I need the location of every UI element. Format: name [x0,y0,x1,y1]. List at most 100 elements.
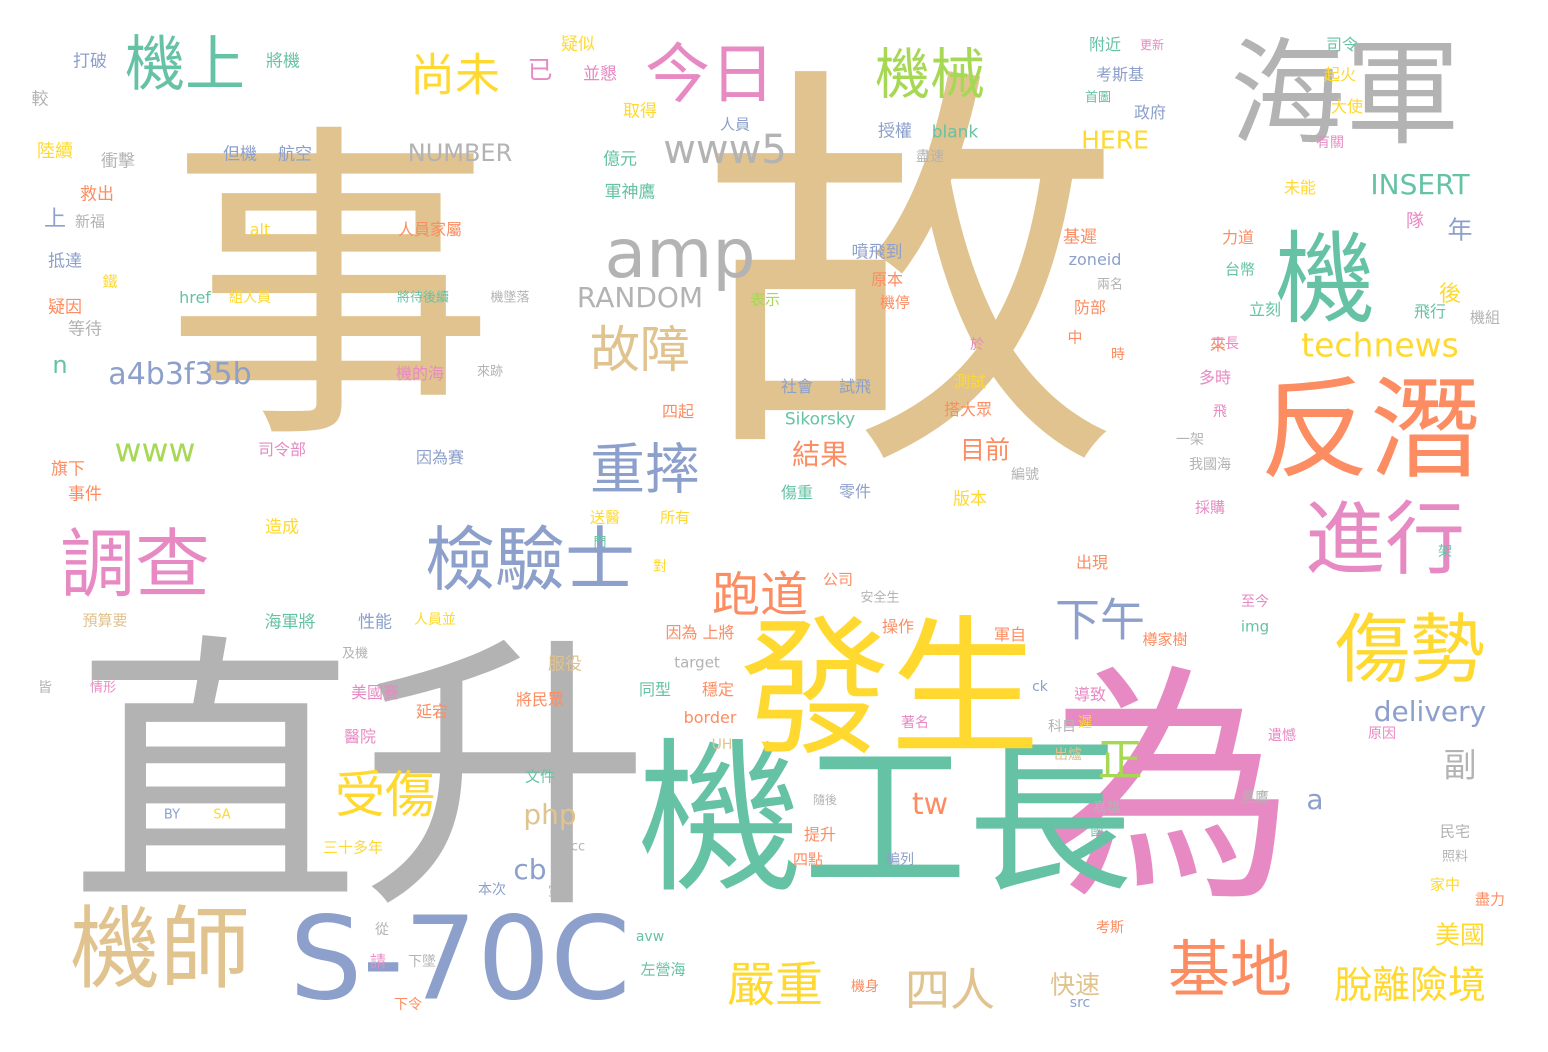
cloud-word-103: 飛行 [1413,302,1447,321]
cloud-word-84: 基遲 [1063,227,1097,248]
cloud-word-157: 同型 [638,680,672,699]
cloud-word-19: 機械 [874,42,986,107]
cloud-word-149: 樽家樹 [1142,630,1188,649]
cloud-word-121: 司令部 [257,440,307,459]
cloud-word-100: 立刻 [1248,300,1282,319]
cloud-word-183: 編列 [886,852,914,868]
cloud-word-87: 抵達 [48,251,82,272]
cloud-word-44: 結果 [791,438,849,471]
cloud-word-168: 遺憾 [1268,728,1296,744]
cloud-word-81: 新福 [74,212,106,231]
cloud-word-56: 疑似 [561,34,595,55]
cloud-word-26: 尚未 [409,48,501,102]
cloud-word-111: 多時 [1198,368,1232,387]
cloud-word-insert-36: INSERT [1370,168,1470,201]
cloud-word-src-196: src [1069,995,1091,1011]
cloud-word-170: 出爐 [1054,747,1082,763]
cloud-word-97: 將待後續 [396,290,450,306]
cloud-word-uh-166: UH [711,737,733,753]
cloud-word-2: 直升 [70,611,650,948]
cloud-word-155: 美國賽 [350,683,400,702]
cloud-word-108: 於 [970,337,984,353]
cloud-word-78: 救出 [80,184,114,205]
cloud-word-194: 左營海 [640,960,686,979]
cloud-word-140: 至今 [1241,594,1269,610]
cloud-word-173: 隨後 [812,793,838,807]
cloud-word-random-37: RANDOM [576,281,704,314]
cloud-word-80: 未能 [1283,178,1317,197]
cloud-word-65: 人員 [719,115,751,134]
cloud-word-50: 年 [1447,215,1473,245]
cloud-word-69: 陸續 [37,141,73,162]
cloud-word-113: 來跡 [476,364,504,380]
cloud-word-cc-181: cc [570,839,586,855]
cloud-word-18: 機上 [125,30,245,100]
cloud-word-114: 社會 [780,377,814,396]
cloud-word-a4b3f35b-32: a4b3f35b [108,357,252,392]
cloud-word-here-46: HERE [1081,125,1149,155]
cloud-word-188: 盡力 [1474,890,1506,909]
cloud-word-185: 家中 [1429,875,1461,894]
cloud-word-45: 目前 [959,435,1011,465]
cloud-word-technews-31: technews [1301,325,1459,365]
cloud-word-amp-16: amp [604,215,756,294]
cloud-word-131: 造成 [265,517,299,538]
cloud-word-178: 提升 [803,825,837,844]
cloud-word-179: 民宅 [1439,822,1471,841]
cloud-word-147: 軍自 [993,625,1027,644]
cloud-word-12: 傷勢 [1334,605,1486,694]
cloud-word-ck-161: ck [1032,679,1048,695]
cloud-word-174: 高雄 [1093,800,1121,816]
cloud-word-57: 並懇 [583,64,617,85]
cloud-word-93: 表示 [749,290,781,309]
cloud-word-17: 今日 [644,37,776,113]
cloud-word-83: 人員家屬 [397,220,463,239]
cloud-word-n-43: n [52,351,68,379]
cloud-word-90: 台幣 [1224,260,1256,279]
cloud-word-191: 請 [369,952,387,971]
cloud-word-102: 等待 [68,319,102,340]
cloud-word-77: 盡速 [916,149,944,165]
cloud-word-sikorsky-118: Sikorsky [784,409,856,430]
cloud-word-139: 安全生 [860,590,900,606]
cloud-word-171: 文件 [524,767,556,786]
cloud-word-127: 傷重 [780,483,814,502]
cloud-word-115: 試飛 [838,377,872,396]
cloud-word-13: 調查 [59,520,211,609]
cloud-word-52: 上 [43,207,67,232]
cloud-word-195: 機身 [851,979,879,995]
cloud-word-47: 快速 [1049,970,1101,1000]
cloud-word-120: 一架 [1176,432,1204,448]
cloud-word-165: 醫院 [343,727,377,746]
cloud-word-130: 採購 [1194,498,1226,517]
cloud-word-11: 進行 [1305,493,1465,586]
cloud-word-146: 因為 上將 [665,623,735,642]
cloud-word-76: 有關 [1316,135,1344,151]
cloud-word-30: 正 [1097,733,1143,787]
cloud-word-98: 機墜落 [490,290,530,306]
cloud-word-66: 首圖 [1084,90,1112,106]
cloud-word-55: 將機 [266,51,300,72]
cloud-word-20: 重摔 [589,437,701,502]
cloud-word-www-33: www [114,430,196,470]
cloud-word-15: 基地 [1167,933,1293,1006]
cloud-word-117: 搭大眾 [943,400,993,419]
cloud-word-112: 機的海 [395,364,445,383]
cloud-word-delivery-39: delivery [1373,695,1487,728]
cloud-word-cb-41: cb [513,853,547,886]
cloud-word-154: 情形 [89,680,117,696]
cloud-word-3: 為 [1045,644,1295,935]
cloud-word-60: 考斯基 [1095,65,1145,84]
cloud-word-53: 隊 [1406,211,1424,232]
cloud-word-27: 四人 [904,963,996,1017]
cloud-word-79: 軍神鷹 [604,182,656,203]
cloud-word-158: 穩定 [701,680,735,699]
cloud-word-10: 機師 [70,897,250,1002]
cloud-word-172: 黑鷹 [1241,790,1269,806]
cloud-word-48: 美國 [1434,920,1486,950]
cloud-word-94: 疑因 [48,297,82,318]
cloud-word-110: 測試 [953,372,987,391]
cloud-word-164: 著名 [901,715,929,731]
cloud-word-68: 大使 [1330,97,1364,116]
cloud-word-184: 照料 [1441,849,1469,865]
